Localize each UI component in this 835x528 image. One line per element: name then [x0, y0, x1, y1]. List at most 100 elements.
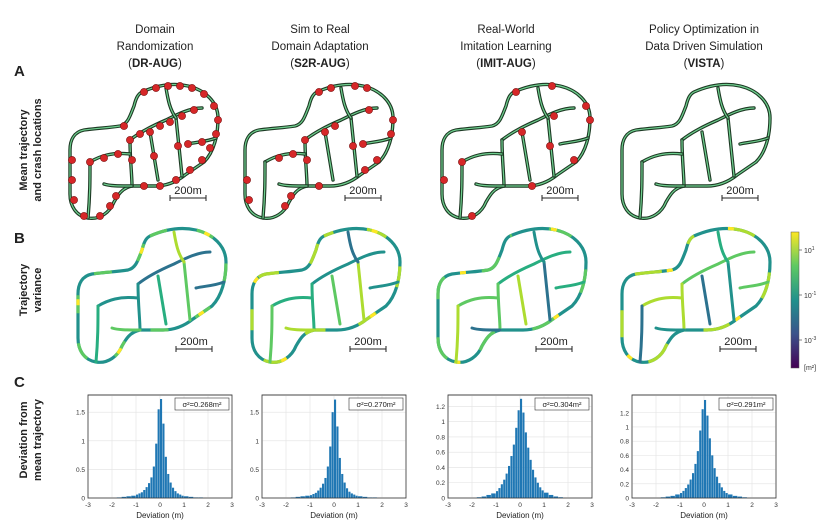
- histogram-bar: [694, 463, 697, 498]
- x-tick-label: -2: [283, 502, 289, 509]
- crash-marker: [184, 140, 192, 148]
- road-inner-center: [340, 87, 352, 119]
- x-axis-label: Deviation (m): [680, 511, 728, 520]
- histogram-bar: [343, 482, 346, 498]
- histogram-bar: [140, 492, 143, 498]
- tag-close: ): [346, 58, 350, 70]
- y-tick-label: 1: [81, 438, 85, 445]
- road-inner-edge: [303, 106, 379, 142]
- histogram-bar: [539, 487, 542, 498]
- histogram-bar: [524, 432, 527, 498]
- crash-marker: [550, 112, 558, 120]
- column-title-line1: Real-World: [477, 24, 534, 36]
- variance-road-inner: [532, 230, 546, 264]
- road-outer-center: [621, 83, 771, 219]
- histogram-bar: [536, 482, 539, 498]
- variance-road-inner: [496, 282, 502, 332]
- crash-marker: [245, 196, 253, 204]
- variance-road-inner: [454, 304, 460, 364]
- histogram-bar: [503, 479, 506, 498]
- road-inner-center: [103, 183, 133, 187]
- histogram-bar: [300, 496, 305, 498]
- x-tick-label: 2: [206, 502, 210, 509]
- scale-bar-label: 200m: [180, 336, 208, 348]
- variance-road-inner: [182, 260, 192, 322]
- row-b-maps: 200m 200m 200m 200m: [76, 226, 772, 364]
- histogram-bar: [322, 483, 325, 498]
- y-tick-label: 0: [255, 496, 259, 503]
- y-tick-label: 0.2: [620, 481, 629, 488]
- crash-marker: [120, 122, 128, 130]
- row-label-line2: and crash locations: [32, 98, 44, 201]
- variance-road-inner: [194, 280, 226, 290]
- histogram-bar: [684, 488, 687, 498]
- road-inner-center: [521, 131, 531, 181]
- histogram-bar: [696, 451, 699, 498]
- x-tick-label: -3: [629, 502, 635, 509]
- road-inner-center: [165, 87, 177, 119]
- histogram-bar: [331, 412, 334, 498]
- x-tick-label: -2: [109, 502, 115, 509]
- histogram-bar: [338, 457, 341, 498]
- road-inner-center: [537, 87, 549, 119]
- tick-exponent: -1: [812, 291, 817, 297]
- tag-name: VISTA: [687, 58, 720, 70]
- x-tick-label: -1: [493, 502, 499, 509]
- road-inner-edge: [716, 86, 730, 120]
- tag-name: S2R-AUG: [294, 58, 346, 70]
- row-label-line1: Mean trajectory: [18, 108, 30, 190]
- histogram-bar: [665, 496, 671, 498]
- crash-marker: [112, 192, 120, 200]
- histogram-bar: [720, 487, 723, 498]
- x-tick-label: 3: [774, 502, 778, 509]
- variance-road-inner: [738, 280, 770, 290]
- histogram-bar: [689, 479, 692, 498]
- crash-marker: [100, 154, 108, 162]
- y-tick-label: 1.2: [620, 410, 629, 417]
- crash-marker: [198, 156, 206, 164]
- crash-marker: [243, 176, 251, 184]
- histogram-bar: [169, 482, 172, 498]
- x-tick-label: 0: [332, 502, 336, 509]
- histogram-bar: [723, 490, 726, 498]
- histogram-bar: [742, 497, 747, 498]
- y-tick-label: 0: [441, 496, 445, 503]
- histogram-bar: [496, 491, 499, 498]
- y-tick-label: 1: [441, 419, 445, 426]
- y-tick-label: 0.5: [250, 467, 259, 474]
- variance-road-inner: [496, 250, 572, 286]
- histogram-bar: [167, 473, 170, 498]
- variance-annotation-box: [718, 397, 774, 411]
- variance-map: [76, 226, 228, 364]
- row-label-line2: variance: [32, 268, 44, 313]
- variance-road-inner: [346, 230, 360, 264]
- road-inner-center: [559, 137, 589, 145]
- histogram-bar: [188, 496, 194, 498]
- histogram-bar: [529, 459, 532, 498]
- crash-marker: [389, 116, 397, 124]
- histogram: -3 -2 -1 0 1 2 3 0 0.2 0.4 0.6 0.8 1 1.2 σ²=0.304m² Dev…: [436, 394, 594, 520]
- histogram-bar: [317, 490, 320, 498]
- row-letter: B: [14, 230, 25, 247]
- histogram: -3 -2 -1 0 1 2 3 0 0.5 1 1.5 σ²=0.268m² Deviation (m…: [76, 394, 234, 520]
- variance-road-inner: [516, 274, 528, 326]
- crash-marker: [327, 84, 335, 92]
- road-inner-center: [641, 152, 683, 163]
- crash-marker: [186, 166, 194, 174]
- histogram-bar: [534, 477, 537, 498]
- histogram-bar: [362, 496, 368, 498]
- histogram-bar: [675, 494, 680, 498]
- y-tick-label: 0.6: [436, 450, 445, 457]
- column-title-tag: (VISTA): [684, 58, 725, 70]
- histogram-bar: [319, 487, 322, 498]
- road-inner-center: [639, 161, 643, 219]
- x-tick-label: 0: [158, 502, 162, 509]
- scale-bar-label: 200m: [354, 336, 382, 348]
- variance-road-inner: [726, 260, 736, 322]
- crash-marker: [373, 156, 381, 164]
- variance-road-inner: [638, 304, 644, 364]
- tick-exponent: -3: [812, 336, 817, 342]
- crash-marker: [528, 182, 536, 190]
- road-inner-center: [717, 87, 729, 119]
